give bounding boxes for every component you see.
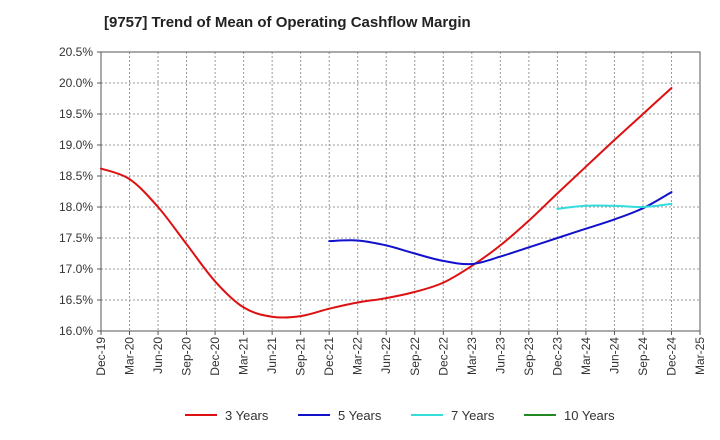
y-tick-label: 20.5% — [59, 45, 93, 59]
y-tick-label: 16.0% — [59, 324, 93, 338]
y-tick-label: 16.5% — [59, 293, 93, 307]
x-tick-label: Sep-20 — [180, 337, 194, 376]
x-tick-label: Sep-23 — [522, 337, 536, 376]
x-tick-label: Dec-20 — [208, 337, 222, 376]
legend-label-10-years: 10 Years — [564, 408, 615, 423]
x-tick-label: Sep-21 — [294, 337, 308, 376]
x-tick-label: Sep-22 — [408, 337, 422, 376]
x-tick-label: Mar-21 — [237, 337, 251, 375]
plot-area-frame — [100, 51, 701, 332]
x-tick-label: Sep-24 — [636, 337, 650, 376]
x-tick-label: Jun-21 — [265, 337, 279, 374]
x-tick-label: Mar-25 — [693, 337, 707, 375]
chart-title: [9757] Trend of Mean of Operating Cashfl… — [104, 14, 471, 31]
x-tick-label: Jun-22 — [379, 337, 393, 374]
y-tick-label: 17.5% — [59, 231, 93, 245]
legend-label-7-years: 7 Years — [451, 408, 495, 423]
y-tick-label: 20.0% — [59, 76, 93, 90]
y-tick-label: 18.0% — [59, 200, 93, 214]
x-tick-label: Jun-23 — [493, 337, 507, 374]
series-line-7-years — [556, 202, 673, 210]
legend-label-5-years: 5 Years — [338, 408, 382, 423]
x-tick-label: Dec-21 — [322, 337, 336, 376]
x-tick-label: Mar-24 — [579, 337, 593, 375]
x-axis: Dec-19 Mar-20 Jun-20 Sep-20 Dec-20 Mar-21 Jun-… — [94, 331, 707, 376]
x-tick-label: Jun-20 — [151, 337, 165, 374]
legend: 3 Years 5 Years 7 Years 10 Years — [185, 408, 615, 423]
y-axis: 16.0% 16.5% 17.0% 17.5% 18.0% 18.5% 19.0% 19.5%… — [59, 45, 101, 338]
series-line-5-years — [328, 191, 673, 266]
x-tick-label: Mar-22 — [351, 337, 365, 375]
series-layer — [100, 87, 673, 319]
x-tick-label: Jun-24 — [607, 337, 621, 374]
x-tick-label: Dec-24 — [664, 337, 678, 376]
y-tick-label: 17.0% — [59, 262, 93, 276]
legend-label-3-years: 3 Years — [225, 408, 269, 423]
x-tick-label: Dec-19 — [94, 337, 108, 376]
y-tick-label: 19.5% — [59, 107, 93, 121]
x-tick-label: Dec-23 — [550, 337, 564, 376]
x-tick-label: Dec-22 — [436, 337, 450, 376]
y-tick-label: 19.0% — [59, 138, 93, 152]
y-tick-label: 18.5% — [59, 169, 93, 183]
series-line-3-years — [100, 87, 673, 319]
x-tick-label: Mar-23 — [465, 337, 479, 375]
chart-grid — [101, 52, 700, 331]
x-tick-label: Mar-20 — [123, 337, 137, 375]
